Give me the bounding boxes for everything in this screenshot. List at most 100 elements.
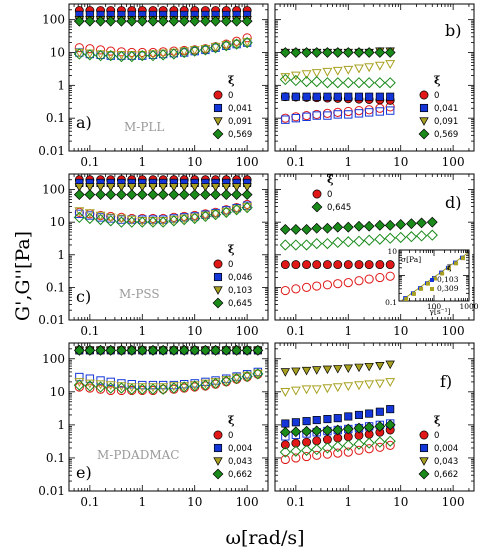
gp-point: [168, 189, 180, 201]
gp-point: [354, 410, 364, 419]
gp-point: [322, 260, 332, 270]
gpp-point: [241, 201, 253, 214]
gpp-point: [311, 385, 322, 395]
gpp-point: [291, 284, 301, 294]
gp-point: [375, 92, 384, 101]
gpp-point: [94, 50, 107, 62]
gpp-point: [94, 213, 107, 226]
panel-label: b): [445, 21, 461, 40]
gp-point: [241, 189, 253, 201]
legend-marker: [213, 90, 223, 100]
gpp-point: [84, 209, 95, 219]
gp-point: [344, 92, 353, 101]
x-tick-label: 0.1: [286, 324, 305, 338]
legend-label: 0,662: [434, 470, 458, 480]
gp-point: [147, 15, 159, 27]
legend-label: 0: [434, 431, 439, 441]
legend-marker: [419, 457, 429, 466]
gp-point: [73, 344, 85, 356]
gp-point: [105, 189, 117, 201]
gp-point: [354, 92, 364, 101]
legend-marker: [213, 457, 223, 466]
legend-label: 0: [228, 431, 233, 441]
gpp-point: [95, 45, 106, 55]
gp-point: [343, 364, 353, 373]
gp-point: [136, 15, 148, 27]
gp-point: [95, 183, 106, 192]
gp-point: [241, 15, 253, 27]
gpp-point: [323, 111, 332, 120]
gpp-point: [280, 113, 290, 123]
gp-point: [189, 189, 201, 201]
gpp-point: [85, 374, 95, 383]
gp-point: [84, 189, 96, 201]
legend-marker: [419, 117, 429, 126]
gpp-point: [199, 44, 212, 56]
gp-point: [353, 47, 365, 58]
x-tick-label: 10: [187, 324, 202, 338]
gpp-point: [333, 279, 343, 289]
gpp-point: [364, 105, 374, 115]
gp-point: [127, 183, 137, 192]
legend-label: 0: [228, 91, 233, 101]
gpp-point: [85, 211, 95, 220]
gp-point: [231, 15, 243, 27]
gpp-point: [73, 379, 85, 391]
legend-label: 0: [434, 91, 439, 101]
gp-point: [365, 409, 374, 418]
gpp-point: [279, 239, 291, 251]
gp-point: [252, 344, 264, 356]
gpp-point: [241, 36, 253, 49]
gpp-point: [322, 280, 333, 290]
gpp-point: [322, 449, 333, 459]
gpp-point: [168, 382, 180, 394]
gpp-point: [74, 207, 85, 217]
gp-point: [241, 344, 253, 356]
panel-label: d): [445, 193, 461, 212]
gpp-point: [280, 388, 291, 397]
x-tick-label: 0.1: [80, 324, 99, 338]
gp-point: [375, 260, 385, 270]
gp-point: [148, 183, 158, 192]
gp-point: [85, 183, 95, 192]
gpp-point: [190, 212, 199, 221]
gpp-point: [385, 60, 396, 70]
gpp-point: [222, 206, 231, 215]
gpp-point: [375, 272, 385, 283]
legend-marker: [213, 430, 223, 440]
gp-point: [73, 15, 85, 27]
panel-e: 0.1 1 10 100 0.01 0.1 1 10 100 e) M-PDADMAC ξ 0 0,004…: [38, 342, 269, 509]
gp-point: [354, 260, 364, 270]
panel-f: 0.1 1 10 100 f) ξ 0 0,004 0,043 0,662: [274, 342, 475, 509]
panel-a: 0.1 1 10 100 0.01 0.1 1 10 100 a) M-PLL ξ 0 0,041 0,09…: [38, 3, 269, 169]
gpp-point: [280, 285, 290, 296]
gp-point: [386, 405, 395, 414]
x-tick-label: 10: [187, 495, 202, 509]
gpp-point: [105, 382, 117, 394]
gpp-point: [221, 41, 232, 51]
legend-label: 0,645: [327, 203, 351, 213]
y-tick-label: 10: [50, 45, 65, 59]
gpp-point: [290, 386, 301, 396]
gpp-point: [280, 454, 290, 465]
gpp-point: [126, 216, 138, 228]
gpp-point: [322, 67, 333, 77]
gpp-point: [343, 106, 353, 117]
gpp-point: [105, 215, 117, 227]
gp-point: [136, 344, 148, 356]
y-tick-label: 1: [57, 248, 65, 262]
gpp-point: [354, 381, 364, 391]
inset-legend-marker: [430, 287, 434, 291]
x-tick-label: 1: [344, 495, 352, 509]
y-tick-label: 10: [50, 385, 65, 399]
gpp-point: [384, 232, 396, 244]
gpp-point: [252, 368, 264, 380]
gpp-point: [209, 42, 222, 54]
gp-point: [231, 189, 243, 201]
gpp-point: [115, 216, 128, 228]
x-tick-label: 1: [138, 155, 146, 169]
gp-point: [312, 92, 321, 101]
x-tick-label: 10: [187, 155, 202, 169]
gp-point: [332, 47, 344, 58]
